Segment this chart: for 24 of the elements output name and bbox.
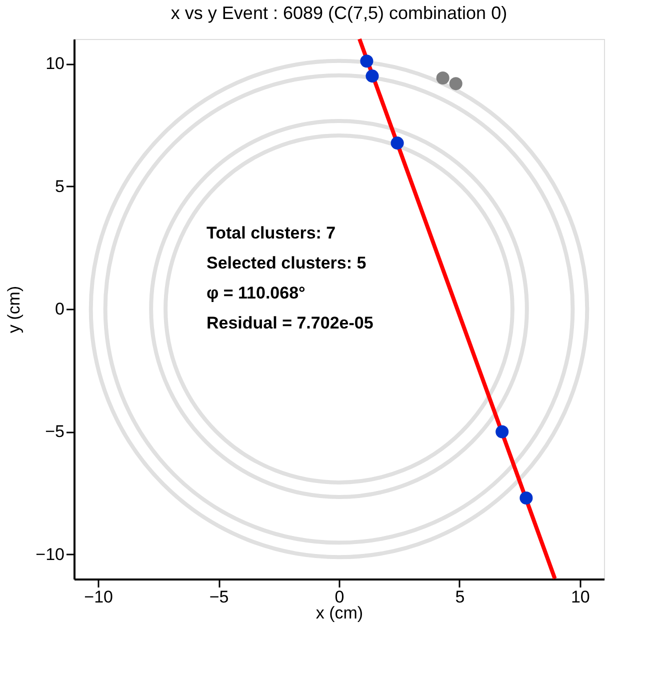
y-tick-label: −10 [36, 544, 64, 564]
annotation: Total clusters: 7 [206, 223, 336, 242]
x-tick-label: 5 [455, 588, 465, 606]
y-axis-title: y (cm) [4, 286, 24, 334]
point [366, 70, 379, 83]
x-tick-label: −5 [209, 588, 229, 606]
annotation: Residual = 7.702e-05 [206, 313, 374, 332]
point [390, 136, 404, 150]
y-tick-label: 5 [55, 176, 64, 196]
y-tick-label: 10 [46, 54, 64, 74]
y-tick-label: 0 [55, 300, 64, 318]
chart-title: x vs y Event : 6089 (C(7,5) combination 0) [170, 3, 508, 23]
point [449, 77, 462, 90]
point [360, 54, 374, 68]
point [520, 491, 533, 505]
y-tick-label: −5 [45, 422, 64, 442]
x-tick-label: −10 [84, 588, 114, 606]
annotation: φ = 110.068° [206, 283, 306, 302]
point [496, 425, 509, 438]
x-tick-label: 10 [570, 588, 590, 606]
point [436, 72, 450, 85]
annotation: Selected clusters: 5 [206, 253, 366, 272]
x-axis-title: x (cm) [316, 604, 364, 622]
x-tick-label: 0 [334, 588, 344, 606]
